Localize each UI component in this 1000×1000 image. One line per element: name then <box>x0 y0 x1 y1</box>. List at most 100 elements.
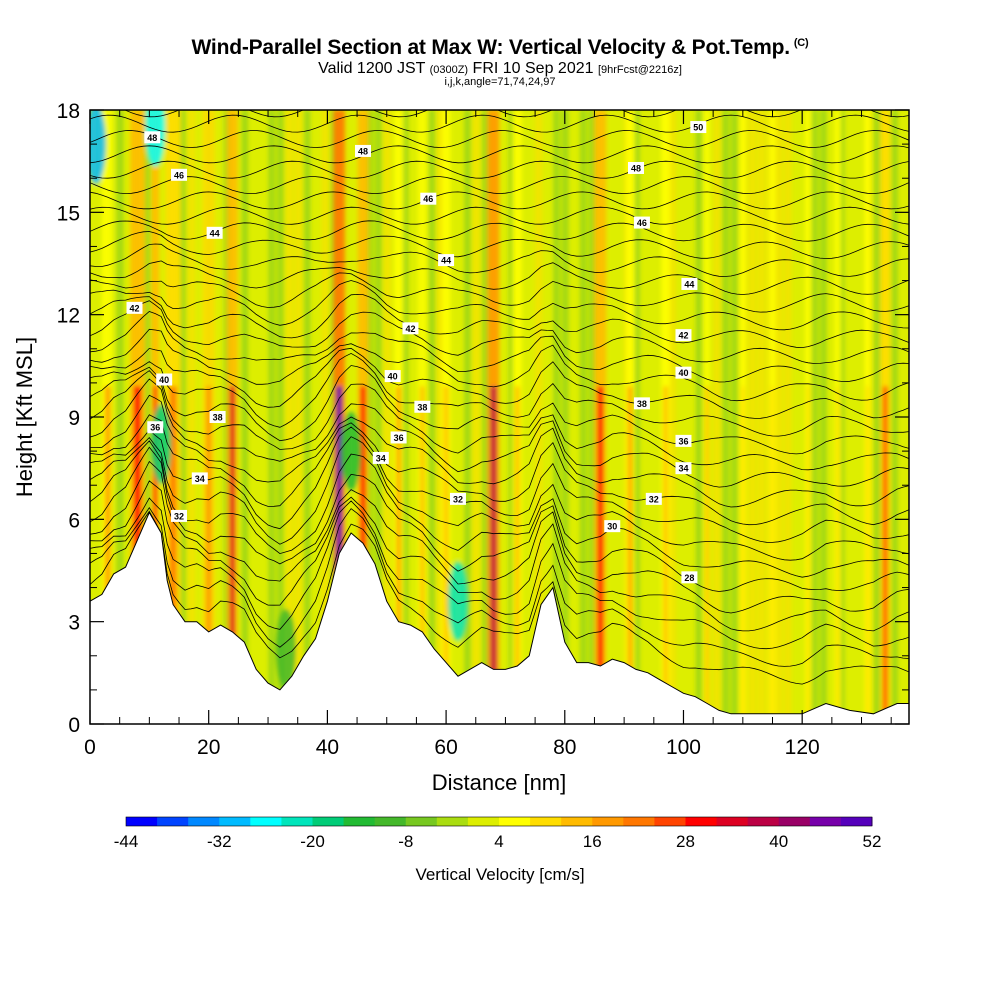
colorbar-swatch <box>716 817 749 826</box>
theta-contour-line <box>90 510 909 685</box>
updraft-band <box>594 110 607 724</box>
svg-text:28: 28 <box>684 573 694 583</box>
colorbar-tick-label: -44 <box>114 832 139 851</box>
svg-text:50: 50 <box>693 123 703 133</box>
field-stripe <box>294 110 302 724</box>
theta-contour-label: 34 <box>675 462 692 475</box>
field-stripe <box>793 110 801 724</box>
field-stripe <box>143 110 151 724</box>
theta-contour-label: 42 <box>126 301 143 314</box>
colorbar-swatch <box>281 817 313 826</box>
field-stripe <box>544 110 552 724</box>
colorbar-swatch <box>654 817 686 826</box>
theta-contour-line <box>90 311 909 383</box>
field-stripe <box>650 110 658 724</box>
y-tick-label: 9 <box>68 407 80 430</box>
field-stripe <box>250 110 258 724</box>
theta-contour-line <box>90 440 909 578</box>
colorbar-tick-label: 28 <box>676 832 695 851</box>
svg-text:40: 40 <box>159 375 169 385</box>
svg-text:48: 48 <box>147 133 157 143</box>
colorbar-swatch <box>592 817 624 826</box>
theta-contour-label: 42 <box>675 329 692 342</box>
theta-contour-line <box>90 191 909 210</box>
field-stripe <box>819 110 828 724</box>
downdraft-blob <box>275 608 296 689</box>
colorbar-swatch <box>623 817 655 826</box>
theta-contour-line <box>90 426 909 543</box>
updraft-band <box>880 110 891 724</box>
field-stripe <box>855 110 863 724</box>
theta-contour-label: 34 <box>372 451 389 464</box>
field-stripe <box>641 110 650 724</box>
theta-contour-line <box>90 347 909 419</box>
theta-contour-label: 44 <box>438 254 455 267</box>
theta-contour-line <box>90 206 909 225</box>
svg-text:44: 44 <box>441 256 451 266</box>
valid-date: FRI 10 Sep 2021 <box>472 60 594 77</box>
field-stripe <box>187 110 196 724</box>
colorbar-swatch <box>467 817 500 826</box>
svg-text:40: 40 <box>678 368 688 378</box>
field-stripe <box>552 110 561 724</box>
theta-contour-line <box>90 414 909 526</box>
theta-contour-line <box>90 365 909 455</box>
y-tick-label: 15 <box>57 202 80 225</box>
svg-text:46: 46 <box>637 218 647 228</box>
x-tick-label: 20 <box>197 736 220 759</box>
colorbar-swatch <box>499 817 531 826</box>
updraft-band <box>441 110 451 724</box>
colorbar-tick-label: 16 <box>583 832 602 851</box>
field-stripe <box>312 110 320 724</box>
downdraft-blob <box>447 561 468 642</box>
y-tick-label: 18 <box>57 100 80 123</box>
svg-text:42: 42 <box>405 324 415 334</box>
theta-contour-line <box>90 220 909 242</box>
theta-contour-label: 42 <box>402 322 419 335</box>
theta-contour-label: 44 <box>681 277 698 290</box>
field-stripe <box>722 110 730 724</box>
theta-contour-label: 32 <box>645 492 662 505</box>
field-stripe <box>285 110 293 724</box>
x-tick-label: 100 <box>666 736 701 759</box>
theta-contour-line <box>90 370 909 471</box>
field-stripe <box>775 110 783 724</box>
field-stripe <box>303 110 311 724</box>
field-stripe <box>196 110 204 724</box>
theta-contour-label: 32 <box>171 509 188 522</box>
updraft-band <box>703 110 711 724</box>
theta-contour-label: 40 <box>384 370 401 383</box>
theta-contour-line <box>90 130 909 148</box>
field-stripe <box>713 110 721 724</box>
field-stripe <box>873 110 881 724</box>
field-stripe <box>588 110 596 724</box>
theta-contour-line <box>90 446 909 592</box>
colorbar-frame <box>125 816 873 827</box>
y-axis-title: Height [Kft MSL] <box>12 337 37 497</box>
colorbar-swatch <box>405 817 438 826</box>
theta-contour-line <box>90 497 909 650</box>
field-stripe <box>748 110 756 724</box>
field-stripe <box>695 110 703 724</box>
colorbar-swatch <box>126 817 158 826</box>
valid-utc: (0300Z) <box>429 64 469 76</box>
field-stripe <box>891 110 899 724</box>
colorbar-title: Vertical Velocity [cm/s] <box>415 865 584 884</box>
svg-text:44: 44 <box>210 228 220 238</box>
svg-text:46: 46 <box>174 170 184 180</box>
colorbar-swatch <box>436 817 469 826</box>
theta-contour-line <box>90 280 909 331</box>
colorbar: -44 -32 -20 -8 4 16 28 40 52 <box>114 816 881 851</box>
theta-contour-label: 46 <box>171 168 188 181</box>
terrain-mask <box>89 511 910 725</box>
field-stripe <box>811 110 819 724</box>
colorbar-swatch <box>778 817 811 826</box>
x-tick-label: 0 <box>84 736 96 759</box>
colorbar-tick-label: 40 <box>769 832 788 851</box>
field-stripe <box>535 110 543 724</box>
theta-contour-label: 38 <box>209 411 226 423</box>
x-tick-label: 60 <box>434 736 457 759</box>
updraft-band <box>739 110 746 724</box>
colorbar-swatch <box>343 817 376 826</box>
